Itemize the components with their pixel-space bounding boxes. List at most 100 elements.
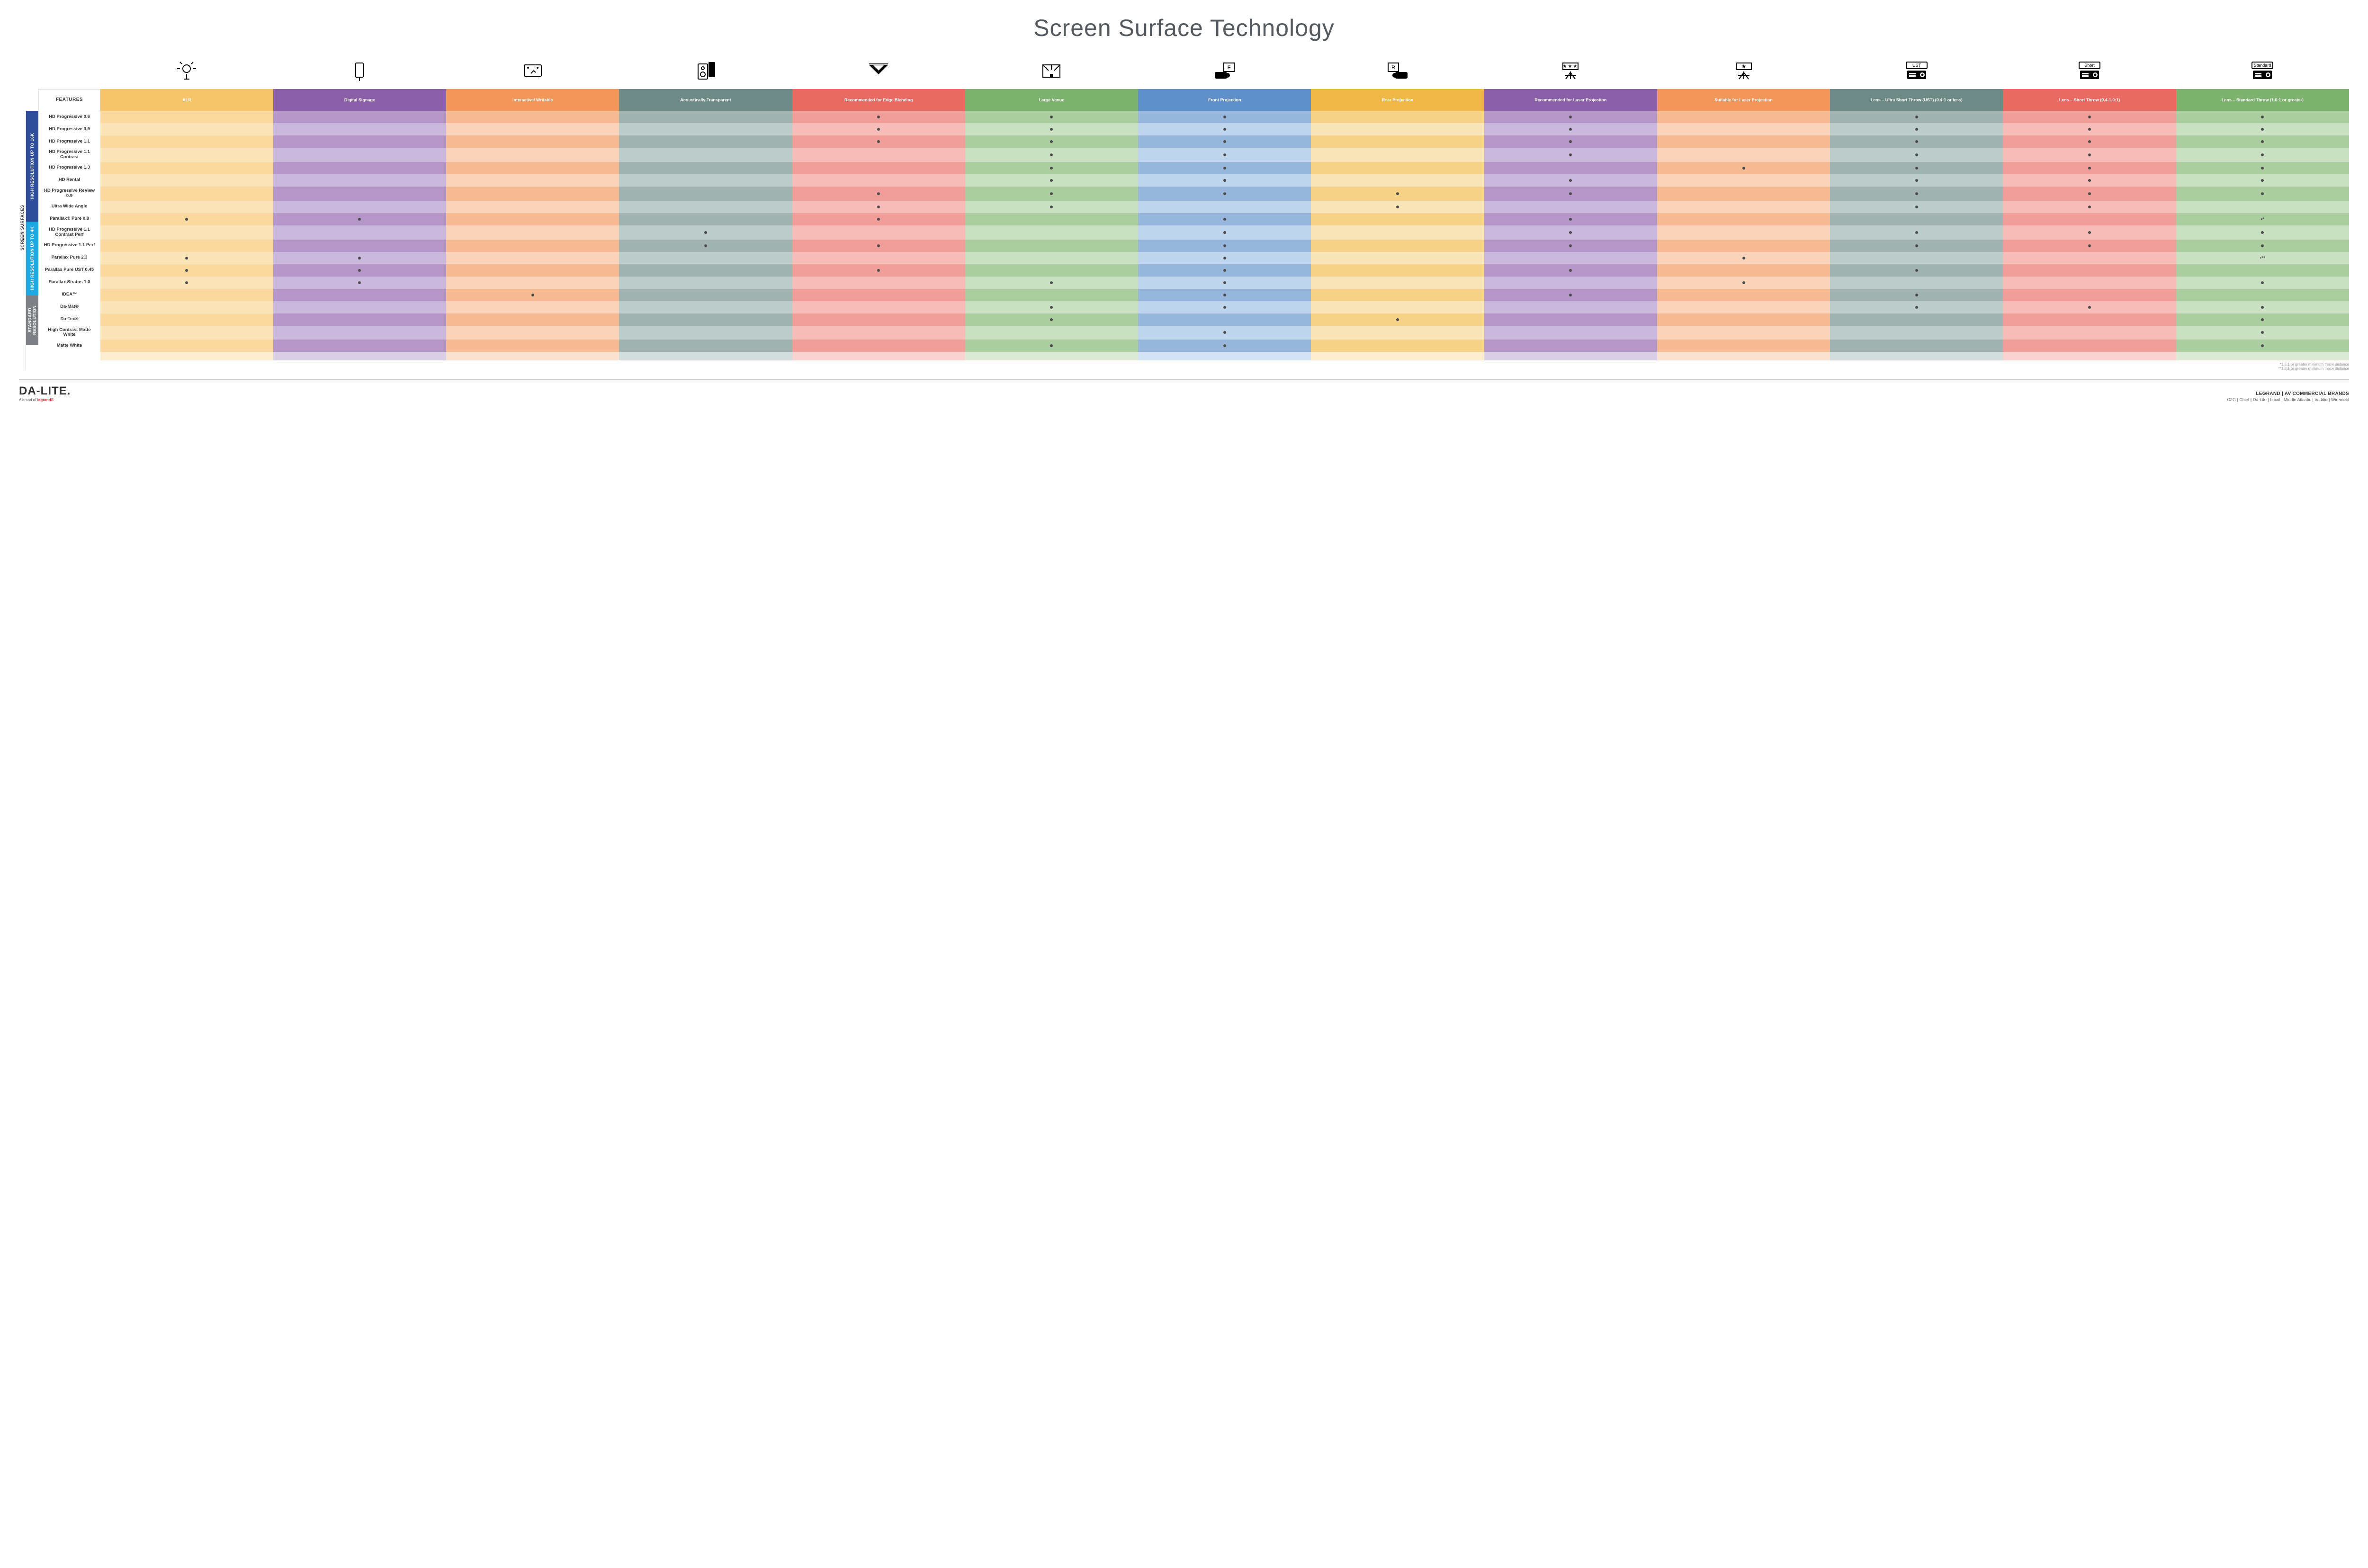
cell xyxy=(100,225,273,240)
cell xyxy=(965,135,1138,148)
cell xyxy=(1311,135,1484,148)
cell xyxy=(1830,201,2003,213)
cell xyxy=(1657,123,1830,135)
cell xyxy=(2176,201,2349,213)
row-label: HD Progressive 0.9 xyxy=(39,123,100,135)
cell xyxy=(446,252,619,264)
cell xyxy=(446,264,619,277)
cell xyxy=(2176,174,2349,187)
cell xyxy=(273,340,446,352)
cell xyxy=(1657,289,1830,301)
svg-text:★: ★ xyxy=(1741,63,1746,70)
cell xyxy=(273,123,446,135)
cell xyxy=(1657,174,1830,187)
cell xyxy=(100,314,273,326)
cell xyxy=(446,326,619,340)
cell xyxy=(2003,148,2176,162)
row-label: Da-Mat® xyxy=(39,301,100,314)
cell xyxy=(619,340,792,352)
cell xyxy=(1311,252,1484,264)
cell xyxy=(2176,123,2349,135)
row-label: Da-Tex® xyxy=(39,314,100,326)
footer-right: LEGRAND | AV COMMERCIAL BRANDS C2G | Chi… xyxy=(2227,391,2349,402)
column-header-std: Lens – Standard Throw (1.0:1 or greater) xyxy=(2176,89,2349,111)
row-label: High Contrast Matte White xyxy=(39,326,100,340)
cell xyxy=(2003,225,2176,240)
column-icon-edge xyxy=(792,56,965,89)
cell xyxy=(1484,135,1657,148)
cell xyxy=(792,135,965,148)
cell xyxy=(2003,201,2176,213)
cell xyxy=(619,225,792,240)
column-icon-rp: R xyxy=(1311,56,1484,89)
cell xyxy=(446,240,619,252)
cell xyxy=(1830,314,2003,326)
cell xyxy=(619,326,792,340)
row-label: HD Progressive 1.1 Contrast Perf xyxy=(39,225,100,240)
cell: •* xyxy=(2176,213,2349,225)
column-icon-st: Short xyxy=(2003,56,2176,89)
cell xyxy=(100,277,273,289)
cell xyxy=(1484,162,1657,174)
column-header-ds: Digital Signage xyxy=(273,89,446,111)
column-header-iw: Interactive/ Writable xyxy=(446,89,619,111)
cell xyxy=(273,174,446,187)
column-header-rlp: Recommended for Laser Projection xyxy=(1484,89,1657,111)
column-icon-slp: ★ xyxy=(1657,56,1830,89)
cell xyxy=(1484,277,1657,289)
cell xyxy=(446,301,619,314)
cell xyxy=(619,174,792,187)
row-label: Matte White xyxy=(39,340,100,352)
cell xyxy=(273,240,446,252)
cell xyxy=(2003,213,2176,225)
cell xyxy=(2176,240,2349,252)
cell xyxy=(273,277,446,289)
page-title: Screen Surface Technology xyxy=(19,14,2349,42)
cell xyxy=(792,301,965,314)
cell xyxy=(965,111,1138,123)
column-icon-ust: UST xyxy=(1830,56,2003,89)
column-icon-rlp: ★★★ xyxy=(1484,56,1657,89)
side-labels: SCREEN SURFACESHIGH RESOLUTION UP TO 16K… xyxy=(19,56,38,371)
brands-list: C2G | Chief | Da-Lite | Luxul | Middle A… xyxy=(2227,397,2349,402)
cell xyxy=(1311,326,1484,340)
column-icon-lv xyxy=(965,56,1138,89)
cell xyxy=(965,301,1138,314)
cell xyxy=(273,301,446,314)
cell xyxy=(1138,187,1311,201)
cell xyxy=(792,148,965,162)
cell xyxy=(619,201,792,213)
cell xyxy=(792,162,965,174)
cell xyxy=(1657,162,1830,174)
cell xyxy=(1484,340,1657,352)
cell xyxy=(2003,252,2176,264)
cell xyxy=(1830,264,2003,277)
cell xyxy=(1138,326,1311,340)
cell xyxy=(1830,326,2003,340)
cell xyxy=(1830,252,2003,264)
cell xyxy=(792,277,965,289)
column-header-st: Lens – Short Throw (0.4-1.0:1) xyxy=(2003,89,2176,111)
cell xyxy=(446,340,619,352)
cell xyxy=(965,326,1138,340)
cell xyxy=(1138,135,1311,148)
cell xyxy=(965,213,1138,225)
cell xyxy=(792,174,965,187)
cell xyxy=(1657,240,1830,252)
cell xyxy=(2003,187,2176,201)
cell xyxy=(2003,162,2176,174)
cell xyxy=(2003,111,2176,123)
features-header: FEATURES xyxy=(39,89,100,111)
cell xyxy=(619,314,792,326)
cell xyxy=(273,135,446,148)
cell xyxy=(446,289,619,301)
cell xyxy=(2176,148,2349,162)
row-label: HD Progressive ReView 0.9 xyxy=(39,187,100,201)
cell xyxy=(2003,135,2176,148)
cell xyxy=(1830,148,2003,162)
cell xyxy=(1484,201,1657,213)
column-icon-at xyxy=(619,56,792,89)
cell xyxy=(100,240,273,252)
cell xyxy=(2003,174,2176,187)
cell xyxy=(1311,148,1484,162)
